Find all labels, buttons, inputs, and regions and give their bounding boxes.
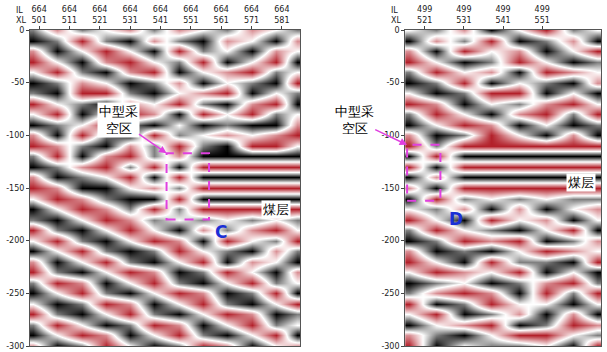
svg-text:-200: -200 xyxy=(6,236,24,245)
svg-text:-300: -300 xyxy=(381,342,399,351)
svg-text:-200: -200 xyxy=(381,236,399,245)
svg-text:中型采空区: 中型采空区 xyxy=(99,104,138,136)
svg-text:664561: 664561 xyxy=(214,5,229,24)
svg-text:0: 0 xyxy=(394,26,399,35)
svg-text:664511: 664511 xyxy=(62,5,77,24)
svg-text:-250: -250 xyxy=(6,289,24,298)
svg-text:-300: -300 xyxy=(6,342,24,351)
svg-text:664581: 664581 xyxy=(274,5,289,24)
svg-text:-250: -250 xyxy=(381,289,399,298)
svg-text:-150: -150 xyxy=(381,184,399,193)
svg-text:499551: 499551 xyxy=(535,5,550,24)
svg-text:-150: -150 xyxy=(6,184,24,193)
svg-text:664501: 664501 xyxy=(31,5,46,24)
svg-text:-100: -100 xyxy=(381,131,399,140)
svg-text:0: 0 xyxy=(19,26,24,35)
svg-text:ILXL: ILXL xyxy=(391,6,401,25)
svg-text:ILXL: ILXL xyxy=(16,6,26,25)
svg-text:664551: 664551 xyxy=(183,5,198,24)
svg-text:D: D xyxy=(449,209,463,229)
svg-text:664531: 664531 xyxy=(122,5,137,24)
svg-text:-50: -50 xyxy=(11,78,24,87)
svg-text:煤层: 煤层 xyxy=(568,175,594,190)
svg-text:499541: 499541 xyxy=(495,5,510,24)
svg-text:664541: 664541 xyxy=(153,5,168,24)
svg-text:664521: 664521 xyxy=(92,5,107,24)
svg-text:499531: 499531 xyxy=(456,5,471,24)
svg-text:499521: 499521 xyxy=(417,5,432,24)
svg-text:中型采空区: 中型采空区 xyxy=(335,104,374,136)
svg-text:C: C xyxy=(215,222,227,242)
svg-text:煤层: 煤层 xyxy=(263,202,289,217)
svg-text:-50: -50 xyxy=(386,78,399,87)
svg-text:664571: 664571 xyxy=(244,5,259,24)
svg-text:-100: -100 xyxy=(6,131,24,140)
